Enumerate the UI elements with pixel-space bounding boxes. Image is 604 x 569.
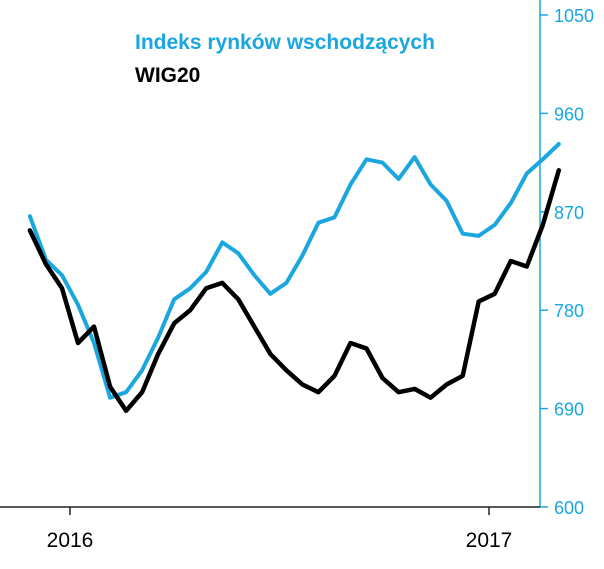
y-axis: 600 690 780 870 960 1050: [539, 0, 594, 518]
data-point-em: [269, 293, 272, 295]
data-point-wig: [285, 369, 288, 372]
data-point-wig: [477, 300, 480, 303]
data-point-em: [93, 342, 95, 344]
data-point-em: [349, 183, 352, 186]
data-point-wig: [61, 287, 63, 290]
data-point-wig: [365, 347, 368, 350]
data-point-wig: [429, 396, 432, 399]
data-point-wig: [526, 265, 528, 268]
data-point-wig: [510, 260, 512, 262]
data-point-em: [526, 172, 528, 175]
data-point-em: [125, 391, 127, 394]
data-point-em: [189, 287, 191, 290]
data-point-wig: [45, 263, 47, 266]
y-tick-label: 1050: [554, 6, 594, 26]
data-point-em: [333, 216, 336, 219]
data-point-em: [317, 221, 320, 224]
data-point-wig: [317, 391, 320, 394]
data-point-wig: [542, 224, 544, 226]
y-tick-label: 780: [554, 301, 584, 321]
data-point-em: [173, 298, 175, 301]
data-point-wig: [558, 169, 560, 172]
data-point-em: [77, 303, 79, 306]
data-point-em: [413, 156, 416, 158]
data-point-em: [397, 178, 400, 180]
data-point-wig: [173, 322, 175, 325]
data-point-wig: [93, 325, 95, 328]
data-point-em: [61, 274, 63, 277]
data-point-em: [365, 158, 368, 161]
x-tick-label: 2016: [47, 529, 94, 552]
x-tick-label: 2017: [466, 529, 513, 552]
data-point-em: [285, 282, 288, 284]
data-point-wig: [157, 353, 159, 355]
legend-entry-wig20: WIG20: [135, 64, 201, 87]
data-point-em: [141, 369, 143, 372]
data-point-wig: [381, 377, 384, 379]
data-point-em: [445, 200, 448, 202]
data-point-em: [157, 336, 159, 339]
data-point-em: [253, 274, 256, 277]
data-point-wig: [493, 293, 496, 295]
data-point-em: [29, 215, 31, 217]
data-point-wig: [221, 282, 224, 284]
data-point-wig: [397, 391, 400, 394]
series-line-em: [27, 142, 561, 400]
y-tick-label: 600: [554, 498, 584, 518]
data-point-wig: [205, 287, 207, 290]
data-point-wig: [237, 298, 240, 301]
y-tick-label: 960: [554, 104, 584, 124]
data-point-wig: [413, 388, 416, 390]
data-point-em: [510, 202, 512, 204]
data-point-em: [542, 158, 544, 161]
data-point-em: [429, 183, 432, 186]
data-point-em: [493, 224, 496, 226]
legend-entry-em: Indeks rynków wschodzących: [135, 31, 435, 54]
data-point-wig: [349, 342, 352, 344]
data-point-wig: [141, 391, 143, 394]
y-tick-label: 690: [554, 400, 584, 420]
data-point-em: [301, 254, 304, 257]
data-point-em: [461, 232, 464, 235]
data-point-em: [237, 252, 240, 255]
data-point-wig: [269, 353, 272, 355]
data-point-em: [221, 241, 224, 244]
data-point-em: [558, 143, 560, 145]
series-line-wig: [27, 168, 562, 414]
series-layer: [27, 142, 562, 414]
data-point-wig: [253, 325, 256, 328]
data-point-em: [109, 396, 111, 399]
data-point-em: [477, 235, 480, 237]
data-point-wig: [109, 385, 111, 388]
x-axis: 2016 2017: [0, 506, 540, 552]
data-point-wig: [29, 229, 31, 232]
y-tick-label: 870: [554, 203, 584, 223]
data-point-wig: [301, 383, 304, 386]
data-point-wig: [333, 375, 336, 377]
data-point-wig: [77, 342, 79, 344]
data-point-wig: [125, 410, 127, 412]
data-point-em: [205, 271, 207, 273]
data-point-wig: [461, 375, 464, 377]
data-point-wig: [445, 383, 448, 386]
data-point-wig: [189, 309, 191, 312]
data-point-em: [381, 161, 384, 164]
